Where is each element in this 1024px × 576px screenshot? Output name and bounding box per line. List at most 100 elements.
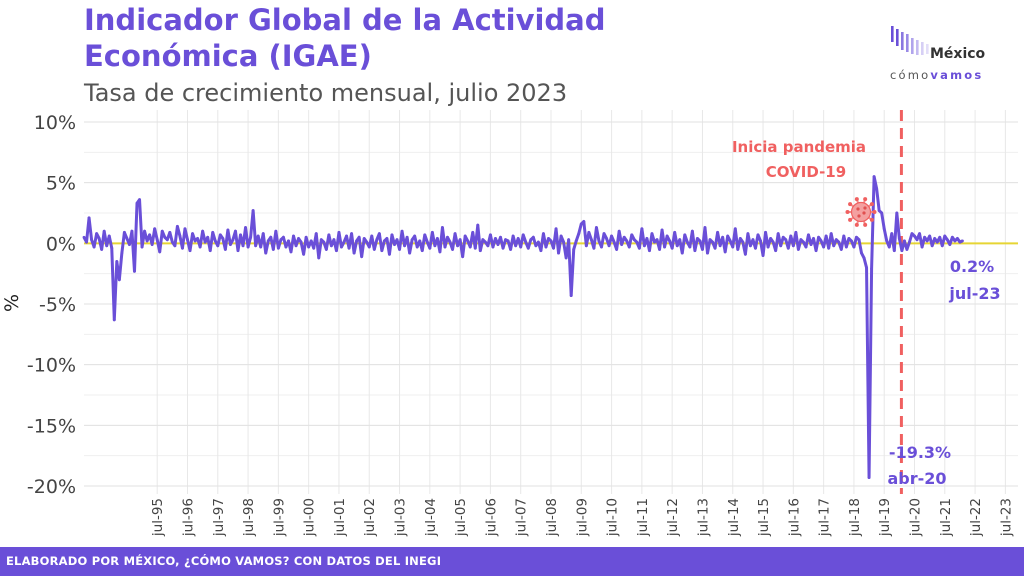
data-point xyxy=(635,240,639,244)
data-point xyxy=(915,238,919,242)
pandemic-annotation: Inicia pandemia xyxy=(732,138,866,156)
data-point xyxy=(302,252,306,256)
data-point xyxy=(842,234,846,238)
data-point xyxy=(660,228,664,232)
data-point xyxy=(685,240,689,244)
virus-spike-tip xyxy=(869,217,874,222)
data-point xyxy=(128,243,131,246)
data-point xyxy=(562,240,566,244)
data-point xyxy=(923,235,926,239)
data-point xyxy=(547,237,550,240)
data-point xyxy=(756,233,760,237)
y-tick-label: -5% xyxy=(39,294,76,316)
data-point xyxy=(559,234,563,238)
data-point xyxy=(365,240,369,244)
data-point xyxy=(261,232,265,236)
data-point xyxy=(256,234,260,238)
data-point xyxy=(85,240,88,244)
x-tick-label: jul-08 xyxy=(544,498,560,537)
data-point xyxy=(587,231,591,234)
min-value-label: -19.3% xyxy=(889,443,951,462)
y-tick-label: -20% xyxy=(27,476,76,498)
data-point xyxy=(155,238,159,242)
data-point xyxy=(789,234,793,238)
data-point xyxy=(355,239,359,243)
virus-spike-tip xyxy=(848,202,853,207)
data-point xyxy=(875,187,879,191)
data-point xyxy=(438,250,442,254)
data-point xyxy=(554,227,558,231)
data-point xyxy=(860,251,863,255)
data-point xyxy=(804,245,808,249)
data-point xyxy=(165,238,169,242)
logo-tag-vamos: vamos xyxy=(930,68,984,82)
data-point xyxy=(847,237,851,240)
data-point xyxy=(271,248,275,251)
data-point xyxy=(802,240,805,244)
data-point xyxy=(188,249,192,253)
data-point xyxy=(294,244,298,248)
data-point xyxy=(352,251,356,255)
x-tick-label: jul-00 xyxy=(302,498,318,537)
data-point xyxy=(822,245,826,249)
data-point xyxy=(738,237,742,240)
data-point xyxy=(539,249,543,253)
x-tick-label: jul-95 xyxy=(150,498,166,537)
data-point xyxy=(837,240,841,244)
data-point xyxy=(367,245,371,249)
data-point xyxy=(481,238,485,242)
data-point xyxy=(892,249,896,253)
data-point xyxy=(287,239,290,243)
data-point xyxy=(231,238,235,242)
data-point xyxy=(213,239,217,243)
last-date-label: jul-23 xyxy=(948,284,1000,303)
data-point xyxy=(471,231,475,234)
data-point xyxy=(761,254,765,257)
virus-dot xyxy=(862,211,866,215)
data-point xyxy=(395,238,399,242)
virus-spike-tip xyxy=(848,217,853,222)
data-point xyxy=(521,233,525,237)
virus-spike-tip xyxy=(845,210,850,214)
chart-subtitle: Tasa de crecimiento mensual, julio 2023 xyxy=(84,79,568,107)
data-point xyxy=(839,248,843,251)
data-point xyxy=(905,248,909,251)
data-point xyxy=(244,226,247,229)
data-point xyxy=(198,245,202,249)
data-point xyxy=(170,240,174,244)
data-point xyxy=(163,235,167,239)
data-point xyxy=(234,229,237,233)
data-point xyxy=(650,232,654,236)
data-point xyxy=(239,233,242,237)
data-point xyxy=(605,237,608,240)
data-point xyxy=(176,224,179,228)
data-point xyxy=(112,318,116,322)
data-point xyxy=(617,229,621,233)
data-point xyxy=(410,238,414,242)
data-point xyxy=(130,229,134,233)
data-point xyxy=(640,227,644,231)
data-point xyxy=(102,229,106,233)
data-point xyxy=(958,240,962,244)
data-point xyxy=(478,249,482,253)
data-point xyxy=(534,244,538,248)
x-tick-label: jul-06 xyxy=(483,498,499,537)
data-point xyxy=(675,244,679,248)
data-point xyxy=(751,238,755,242)
data-point xyxy=(930,244,934,248)
data-point xyxy=(885,239,889,243)
data-point xyxy=(451,248,454,251)
data-point xyxy=(483,240,487,244)
data-point xyxy=(834,238,838,242)
data-point xyxy=(324,248,328,251)
data-point xyxy=(807,233,810,237)
virus-dot xyxy=(856,207,860,211)
data-point xyxy=(736,248,740,251)
data-point xyxy=(360,255,364,259)
data-point xyxy=(125,237,129,240)
data-point xyxy=(385,237,389,240)
data-point xyxy=(342,240,346,244)
data-point xyxy=(90,238,93,242)
data-point xyxy=(309,239,313,243)
data-point xyxy=(441,226,444,229)
